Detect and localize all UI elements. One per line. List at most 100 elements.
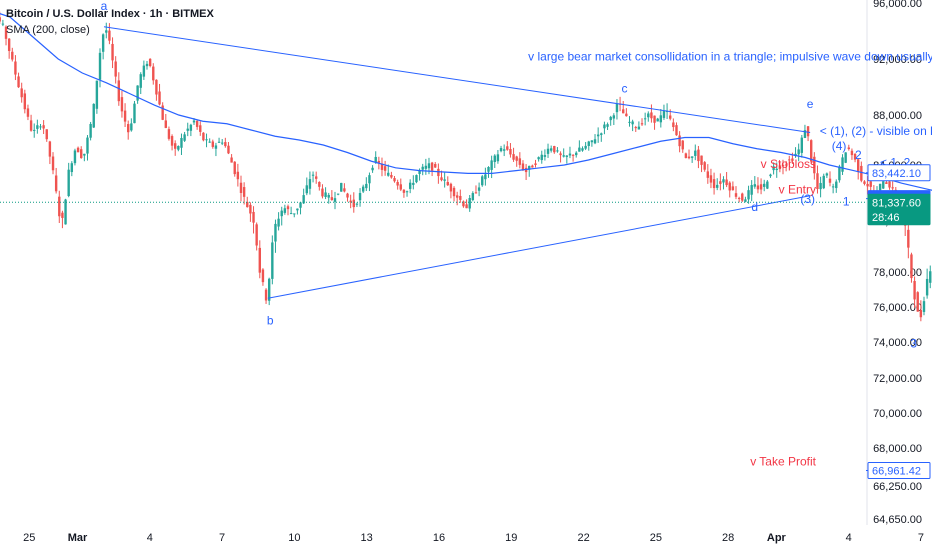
candle-body [252, 211, 255, 223]
candle-body [819, 182, 822, 190]
candle-body [189, 124, 193, 131]
candle-body [192, 120, 196, 123]
x-tick-label: 25 [23, 532, 35, 544]
candle-body [242, 187, 246, 197]
candle-body [70, 163, 74, 173]
candle-body [719, 181, 722, 184]
candle-body [878, 183, 882, 191]
candle-body [609, 116, 612, 121]
candle-body [80, 149, 83, 159]
x-tick-label: 22 [577, 532, 589, 544]
indicator-legend[interactable]: SMA (200, close) [6, 24, 90, 36]
candle-body [753, 184, 757, 187]
candle-body [487, 167, 490, 172]
candle-body [499, 148, 503, 152]
candle-body [559, 153, 562, 156]
candle-body [766, 181, 769, 189]
candle-body [133, 103, 136, 124]
candle-body [672, 122, 675, 128]
triangle-upper-trendline [103, 26, 811, 133]
candle-body [239, 182, 243, 193]
candle-body [152, 66, 155, 81]
candle-body [869, 181, 872, 187]
candle-body [158, 91, 161, 105]
candle-body [42, 125, 45, 129]
x-tick-label: 4 [846, 532, 852, 544]
candle-body [127, 124, 130, 133]
candle-body [455, 195, 459, 198]
y-tick-label: 88,000.00 [873, 110, 922, 122]
candle-body [399, 184, 402, 190]
candle-body [556, 150, 559, 152]
candle-body [355, 203, 359, 205]
candle-body [521, 163, 525, 170]
candle-body [452, 187, 456, 197]
candle-body [810, 140, 813, 162]
candle-body [387, 172, 390, 176]
candle-body [368, 175, 371, 184]
candle-body [249, 204, 252, 214]
candle-body [164, 120, 168, 128]
wave-label: (3) [800, 192, 815, 206]
candle-body [446, 182, 449, 186]
candle-body [490, 160, 493, 170]
wave-label: e [807, 97, 814, 111]
candle-body [656, 118, 659, 122]
candle-body [293, 213, 296, 215]
y-tick-label: 96,000.00 [873, 0, 922, 10]
candle-body [728, 182, 731, 191]
candle-body [722, 179, 725, 183]
price-tag-label: 83,442.10 [872, 168, 921, 180]
candle-body [393, 178, 396, 182]
candle-body [891, 187, 894, 189]
candle-body [205, 139, 208, 141]
candle-body [703, 162, 706, 170]
candle-body [690, 156, 694, 158]
candle-body [130, 123, 133, 131]
price-tag-box [867, 164, 931, 182]
candle-body [117, 80, 121, 102]
y-tick-label: 66,250.00 [873, 481, 922, 493]
candle-body [264, 289, 268, 301]
candle-body [318, 182, 321, 187]
candle-body [305, 185, 308, 194]
candle-body [828, 178, 832, 183]
candle-body [803, 130, 807, 138]
symbol-title[interactable]: Bitcoin / U.S. Dollar Index · 1h · BITME… [6, 8, 214, 20]
candle-body [922, 301, 926, 312]
candle-body [835, 181, 838, 189]
candle-body [289, 213, 293, 215]
candle-body [678, 135, 681, 147]
candle-body [145, 63, 149, 67]
wave-label: (4) [832, 139, 847, 153]
candle-body [286, 206, 290, 210]
candle-body [781, 165, 785, 167]
candle-body [622, 109, 625, 114]
x-tick-label: Mar [68, 532, 88, 544]
candle-body [772, 166, 775, 171]
candle-body [33, 129, 36, 131]
candle-body [712, 179, 716, 189]
candle-body [606, 124, 609, 127]
x-tick-label: 19 [505, 532, 517, 544]
candle-body [631, 121, 634, 125]
candle-body [230, 157, 233, 163]
price-tag-label: 28:46 [872, 212, 900, 224]
candle-body [882, 181, 885, 189]
candle-body [20, 88, 23, 98]
candle-body [120, 97, 124, 112]
candle-body [333, 198, 337, 202]
candle-body [277, 218, 280, 227]
candle-body [161, 105, 164, 120]
candle-body [227, 145, 230, 154]
candle-body [11, 51, 14, 60]
candle-body [725, 179, 728, 186]
candle-body [534, 163, 537, 165]
candle-body [123, 110, 127, 122]
candle-body [4, 26, 8, 39]
candle-body [700, 155, 703, 165]
candle-body [919, 310, 923, 318]
candle-body [114, 61, 117, 77]
